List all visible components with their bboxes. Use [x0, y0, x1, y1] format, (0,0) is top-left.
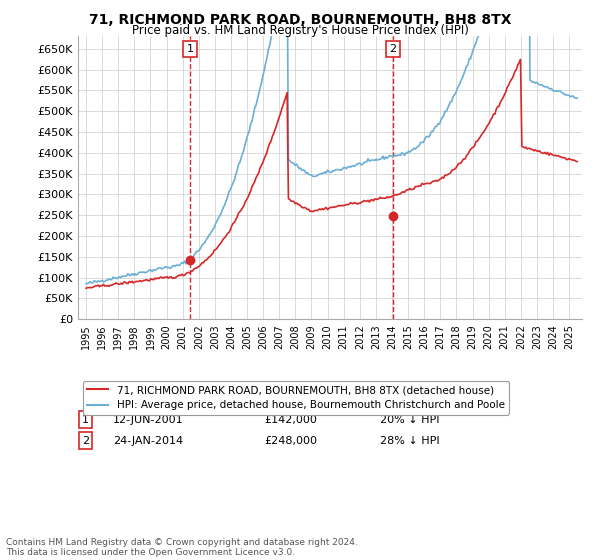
Text: 2: 2 — [389, 44, 397, 54]
Text: £142,000: £142,000 — [265, 414, 317, 424]
Legend: 71, RICHMOND PARK ROAD, BOURNEMOUTH, BH8 8TX (detached house), HPI: Average pric: 71, RICHMOND PARK ROAD, BOURNEMOUTH, BH8… — [83, 381, 509, 414]
Text: 12-JUN-2001: 12-JUN-2001 — [113, 414, 184, 424]
Text: 71, RICHMOND PARK ROAD, BOURNEMOUTH, BH8 8TX: 71, RICHMOND PARK ROAD, BOURNEMOUTH, BH8… — [89, 13, 511, 27]
Text: Contains HM Land Registry data © Crown copyright and database right 2024.
This d: Contains HM Land Registry data © Crown c… — [6, 538, 358, 557]
Text: 1: 1 — [82, 414, 89, 424]
Text: 20% ↓ HPI: 20% ↓ HPI — [380, 414, 440, 424]
Text: 2: 2 — [82, 436, 89, 446]
Text: £248,000: £248,000 — [265, 436, 317, 446]
Text: 1: 1 — [187, 44, 193, 54]
Text: 28% ↓ HPI: 28% ↓ HPI — [380, 436, 440, 446]
Text: 24-JAN-2014: 24-JAN-2014 — [113, 436, 184, 446]
Text: Price paid vs. HM Land Registry's House Price Index (HPI): Price paid vs. HM Land Registry's House … — [131, 24, 469, 37]
